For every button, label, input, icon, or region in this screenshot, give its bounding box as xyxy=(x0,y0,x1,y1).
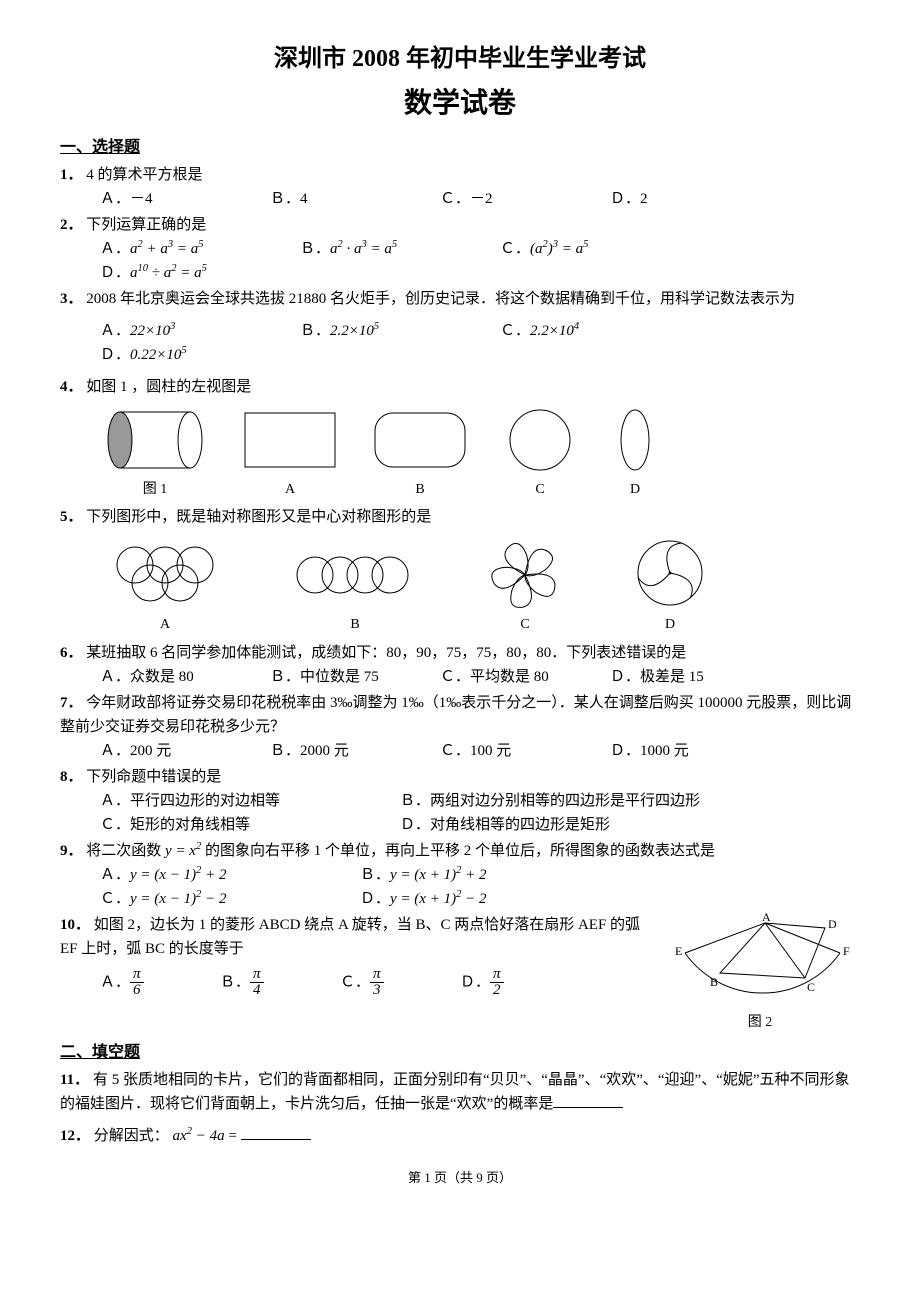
q10-opt-c: Ｃ．π3 xyxy=(340,967,460,1000)
q3-opt-a: Ａ．22×103 xyxy=(100,319,300,343)
q1-opt-b: Ｂ．4 xyxy=(270,187,440,211)
q3-num: 3． xyxy=(60,291,83,307)
q10-opt-a: Ａ．π6 xyxy=(100,967,220,1000)
q5-num: 5． xyxy=(60,509,83,525)
q2-opt-b: Ｂ．a2 · a3 = a5 xyxy=(300,237,500,261)
question-5: 5． 下列图形中，既是轴对称图形又是中心对称图形的是 A B xyxy=(60,505,860,636)
q8-text: 下列命题中错误的是 xyxy=(86,769,221,785)
q10-opt-b: Ｂ．π4 xyxy=(220,967,340,1000)
q4-num: 4． xyxy=(60,379,83,395)
q3-opt-b: Ｂ．2.2×105 xyxy=(300,319,500,343)
q4-opt-d-fig: D xyxy=(610,405,660,501)
page-title-1: 深圳市 2008 年初中毕业生学业考试 xyxy=(60,40,860,78)
q8-opt-c: Ｃ．矩形的对角线相等 xyxy=(100,813,400,837)
page-title-2: 数学试卷 xyxy=(60,82,860,127)
q8-opt-d: Ｄ．对角线相等的四边形是矩形 xyxy=(400,813,700,837)
svg-text:C: C xyxy=(807,980,815,994)
q1-text: 4 的算术平方根是 xyxy=(86,167,202,183)
svg-text:F: F xyxy=(843,944,850,958)
question-3: 3． 2008 年北京奥运会全球共选拔 21880 名火炬手，创历史记录．将这个… xyxy=(60,287,860,367)
svg-text:E: E xyxy=(675,944,682,958)
q9-opt-c: Ｃ．y = (x − 1)2 − 2 xyxy=(100,887,360,911)
question-2: 2． 下列运算正确的是 Ａ．a2 + a3 = a5 Ｂ．a2 · a3 = a… xyxy=(60,213,860,285)
q4-fig-cylinder: 图 1 xyxy=(100,405,210,501)
q7-text: 今年财政部将证券交易印花税税率由 3‰调整为 1‰（1‰表示千分之一）．某人在调… xyxy=(60,695,851,735)
q8-opt-b: Ｂ．两组对边分别相等的四边形是平行四边形 xyxy=(400,789,700,813)
q7-opt-b: Ｂ．2000 元 xyxy=(270,739,440,763)
q2-text: 下列运算正确的是 xyxy=(86,217,206,233)
q5-opt-b-fig: B xyxy=(290,540,420,636)
q1-opt-d: Ｄ．2 xyxy=(610,187,780,211)
q9-opt-b: Ｂ．y = (x + 1)2 + 2 xyxy=(360,863,486,887)
q4-text: 如图 1 ，圆柱的左视图是 xyxy=(86,379,251,395)
q12-text-pre: 分解因式： xyxy=(94,1128,169,1144)
q10-text: 如图 2，边长为 1 的菱形 ABCD 绕点 A 旋转，当 B、C 两点恰好落在… xyxy=(60,917,640,957)
q9-num: 9． xyxy=(60,843,83,859)
q7-opt-d: Ｄ．1000 元 xyxy=(610,739,780,763)
svg-text:A: A xyxy=(762,913,771,924)
q1-opt-a: Ａ．－4 xyxy=(100,187,270,211)
q8-opt-a: Ａ．平行四边形的对边相等 xyxy=(100,789,400,813)
q1-opt-c: Ｃ．－2 xyxy=(440,187,610,211)
q12-num: 12． xyxy=(60,1128,90,1144)
q11-num: 11． xyxy=(60,1072,89,1088)
page-footer: 第 1 页（共 9 页） xyxy=(60,1168,860,1189)
svg-text:B: B xyxy=(710,975,718,989)
q5-text: 下列图形中，既是轴对称图形又是中心对称图形的是 xyxy=(86,509,431,525)
q3-text: 2008 年北京奥运会全球共选拔 21880 名火炬手，创历史记录．将这个数据精… xyxy=(86,291,795,307)
q11-blank xyxy=(553,1092,623,1108)
q6-opt-b: Ｂ．中位数是 75 xyxy=(270,665,440,689)
question-6: 6． 某班抽取 6 名同学参加体能测试，成绩如下：80，90，75，75，80，… xyxy=(60,641,860,689)
q5-opt-a-fig: A xyxy=(100,540,230,636)
q4-opt-b-fig: B xyxy=(370,405,470,501)
q9-opt-d: Ｄ．y = (x + 1)2 − 2 xyxy=(360,887,486,911)
q5-opt-d-fig: D xyxy=(630,535,710,636)
q3-opt-d: Ｄ．0.22×105 xyxy=(100,343,300,367)
question-4: 4． 如图 1 ，圆柱的左视图是 图 1 A B C D xyxy=(60,375,860,501)
question-10: 10． 如图 2，边长为 1 的菱形 ABCD 绕点 A 旋转，当 B、C 两点… xyxy=(60,913,860,1034)
section-2-heading: 二、填空题 xyxy=(60,1040,860,1066)
q4-opt-a-fig: A xyxy=(240,405,340,501)
section-1-heading: 一、选择题 xyxy=(60,135,860,161)
q4-opt-c-fig: C xyxy=(500,405,580,501)
q10-figure: A D E F B C 图 2 xyxy=(660,913,860,1034)
q12-blank xyxy=(241,1124,311,1140)
q2-opt-c: Ｃ．(a2)3 = a5 xyxy=(500,237,700,261)
q3-opt-c: Ｃ．2.2×104 xyxy=(500,319,700,343)
question-7: 7． 今年财政部将证券交易印花税税率由 3‰调整为 1‰（1‰表示千分之一）．某… xyxy=(60,691,860,763)
q1-num: 1． xyxy=(60,167,83,183)
q6-text: 某班抽取 6 名同学参加体能测试，成绩如下：80，90，75，75，80，80．… xyxy=(86,645,686,661)
q9-text-pre: 将二次函数 xyxy=(86,843,165,859)
q7-opt-c: Ｃ．100 元 xyxy=(440,739,610,763)
q11-text: 有 5 张质地相同的卡片，它们的背面都相同，正面分别印有“贝贝”、“晶晶”、“欢… xyxy=(60,1072,850,1112)
q9-text-post: 的图象向右平移 1 个单位，再向上平移 2 个单位后，所得图象的函数表达式是 xyxy=(201,843,715,859)
q5-opt-c-fig: C xyxy=(480,535,570,636)
q6-opt-a: Ａ．众数是 80 xyxy=(100,665,270,689)
question-11: 11． 有 5 张质地相同的卡片，它们的背面都相同，正面分别印有“贝贝”、“晶晶… xyxy=(60,1068,860,1116)
q10-opt-d: Ｄ．π2 xyxy=(460,967,580,1000)
question-12: 12． 分解因式： ax2 − 4a = xyxy=(60,1124,860,1148)
question-9: 9． 将二次函数 y = x2 的图象向右平移 1 个单位，再向上平移 2 个单… xyxy=(60,839,860,911)
q7-opt-a: Ａ．200 元 xyxy=(100,739,270,763)
q6-num: 6． xyxy=(60,645,83,661)
q8-num: 8． xyxy=(60,769,83,785)
q2-num: 2． xyxy=(60,217,83,233)
svg-text:D: D xyxy=(828,917,837,931)
q2-opt-a: Ａ．a2 + a3 = a5 xyxy=(100,237,300,261)
q2-opt-d: Ｄ．a10 ÷ a2 = a5 xyxy=(100,261,300,285)
question-1: 1． 4 的算术平方根是 Ａ．－4 Ｂ．4 Ｃ．－2 Ｄ．2 xyxy=(60,163,860,211)
q6-opt-d: Ｄ．极差是 15 xyxy=(610,665,780,689)
q7-num: 7． xyxy=(60,695,83,711)
q10-num: 10． xyxy=(60,917,90,933)
q6-opt-c: Ｃ．平均数是 80 xyxy=(440,665,610,689)
q9-opt-a: Ａ．y = (x − 1)2 + 2 xyxy=(100,863,360,887)
question-8: 8． 下列命题中错误的是 Ａ．平行四边形的对边相等 Ｂ．两组对边分别相等的四边形… xyxy=(60,765,860,837)
